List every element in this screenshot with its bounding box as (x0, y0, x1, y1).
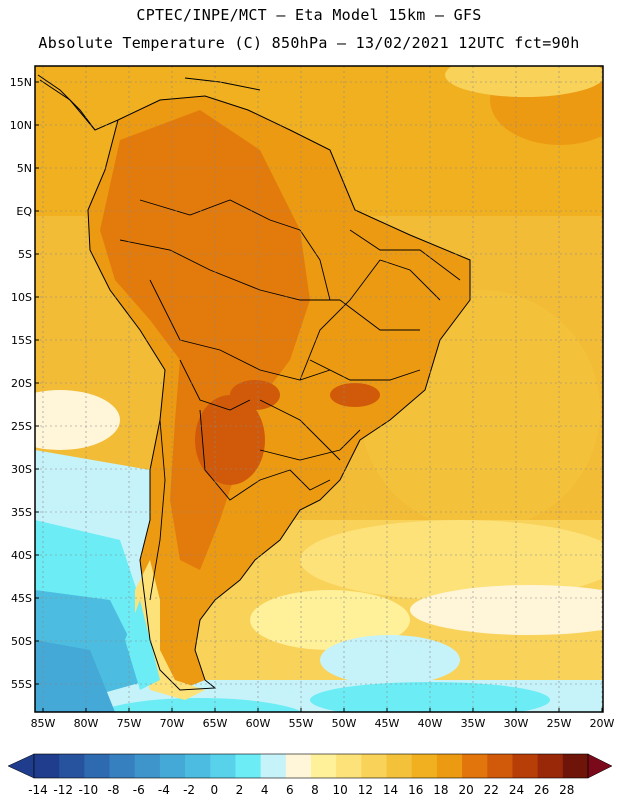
colorbar-label: 28 (559, 783, 574, 797)
colorbar-swatch (361, 754, 388, 778)
field-n-cool-strip (445, 66, 603, 97)
colorbar-label: 4 (261, 783, 269, 797)
colorbar-swatch (311, 754, 337, 778)
colorbar-label: -8 (108, 783, 120, 797)
colorbar-swatch (487, 754, 513, 778)
colorbar-swatch (159, 754, 186, 778)
lon-label: 70W (160, 717, 185, 730)
lon-label: 30W (504, 717, 529, 730)
lat-label: 10S (11, 291, 32, 304)
latitude-axis: 15N 10N 5N EQ 5S 10S 15S 20S 25S 30S 35S 40S 45S 50S 5… (10, 76, 39, 691)
longitude-axis: 85W 80W 75W 70W 65W 60W 55W 50W 45W 40W 35W 30W 25W 2… (31, 708, 615, 730)
colorbar-label: 0 (210, 783, 218, 797)
lat-label: 15S (11, 334, 32, 347)
lon-label: 65W (203, 717, 228, 730)
colorbar-swatch (134, 754, 161, 778)
lon-label: 60W (246, 717, 271, 730)
lon-label: 45W (375, 717, 400, 730)
central-america-coast (37, 74, 96, 131)
colorbar-swatch (59, 754, 85, 778)
colorbar-frame (33, 753, 589, 779)
lat-label: 45S (11, 592, 32, 605)
field-pacific-cream (35, 390, 120, 450)
field-drake-cyan (97, 698, 303, 712)
field-hotspot-2 (230, 380, 280, 410)
lon-label: 55W (289, 717, 314, 730)
temperature-field (35, 66, 603, 712)
map-frame (34, 65, 604, 713)
lat-label: 5N (17, 162, 32, 175)
field-pacific-deep (35, 640, 115, 712)
lon-label: 35W (461, 717, 486, 730)
colorbar-label: -2 (183, 783, 195, 797)
field-south-yellow (300, 520, 603, 600)
field-south-cream (410, 585, 603, 635)
lat-label: 35S (11, 506, 32, 519)
colorbar-swatch (512, 754, 539, 778)
field-andes-cold (125, 600, 160, 690)
lat-label: 50S (11, 635, 32, 648)
colorbar-swatch (210, 754, 236, 778)
colorbar-swatch (109, 754, 136, 778)
lat-label: 10N (10, 119, 32, 132)
colorbar-label: 14 (383, 783, 398, 797)
lat-label: 5S (18, 248, 32, 261)
lon-label: 75W (117, 717, 142, 730)
colorbar-swatch (285, 754, 312, 778)
colorbar-tick-labels: -14 -12 -10 -8 -6 -4 -2 0 2 4 6 8 10 12 14 16 18 20 22 24 26… (28, 783, 574, 797)
lon-label: 20W (590, 717, 615, 730)
lon-label: 40W (418, 717, 443, 730)
colorbar-label: -12 (53, 783, 73, 797)
colorbar-label: 16 (408, 783, 423, 797)
colorbar-label: 18 (433, 783, 448, 797)
colorbar-label: -10 (79, 783, 99, 797)
colorbar-label: 24 (509, 783, 524, 797)
colorbar-swatch (84, 754, 111, 778)
colorbar-label: 6 (286, 783, 294, 797)
colorbar-high-arrow (587, 753, 613, 779)
colorbar-swatch (235, 754, 262, 778)
colorbar-label: -14 (28, 783, 48, 797)
colorbar-swatch (436, 754, 463, 778)
colorbar-swatch (462, 754, 488, 778)
colorbar-swatch (386, 754, 413, 778)
colorbar-swatch (185, 754, 211, 778)
colorbar-swatch (537, 754, 564, 778)
lat-label: 55S (11, 678, 32, 691)
colorbar-label: -6 (133, 783, 145, 797)
map-title-line-2: Absolute Temperature (C) 850hPa – 13/02/… (38, 34, 580, 52)
colorbar-swatch (562, 754, 589, 778)
field-chaco-hotspot (195, 395, 265, 485)
lat-label: EQ (16, 205, 32, 218)
lat-label: 40S (11, 549, 32, 562)
colorbar-label: 2 (236, 783, 244, 797)
lon-label: 85W (31, 717, 56, 730)
field-south-lightyellow (250, 590, 410, 650)
colorbar-swatch (336, 754, 362, 778)
colorbar (7, 753, 613, 779)
colorbar-low-arrow (7, 753, 35, 779)
lon-label: 50W (332, 717, 357, 730)
country-borders (119, 199, 461, 601)
map-title-line-1: CPTEC/INPE/MCT – Eta Model 15km – GFS (136, 6, 482, 24)
colorbar-label: 22 (484, 783, 499, 797)
colorbar-label: 8 (311, 783, 319, 797)
colorbar-label: 12 (358, 783, 373, 797)
colorbar-swatch (34, 754, 60, 778)
colorbar-swatch (260, 754, 287, 778)
lat-label: 20S (11, 377, 32, 390)
lon-label: 25W (547, 717, 572, 730)
lat-label: 30S (11, 463, 32, 476)
colorbar-swatch (411, 754, 438, 778)
lon-label: 80W (74, 717, 99, 730)
colorbar-label: 26 (534, 783, 549, 797)
colorbar-label: 10 (333, 783, 348, 797)
lat-label: 25S (11, 420, 32, 433)
field-hotspot-3 (330, 383, 380, 407)
colorbar-label: 20 (458, 783, 473, 797)
colorbar-label: -4 (158, 783, 170, 797)
lat-label: 15N (10, 76, 32, 89)
field-south-pale-cyan (320, 635, 460, 685)
